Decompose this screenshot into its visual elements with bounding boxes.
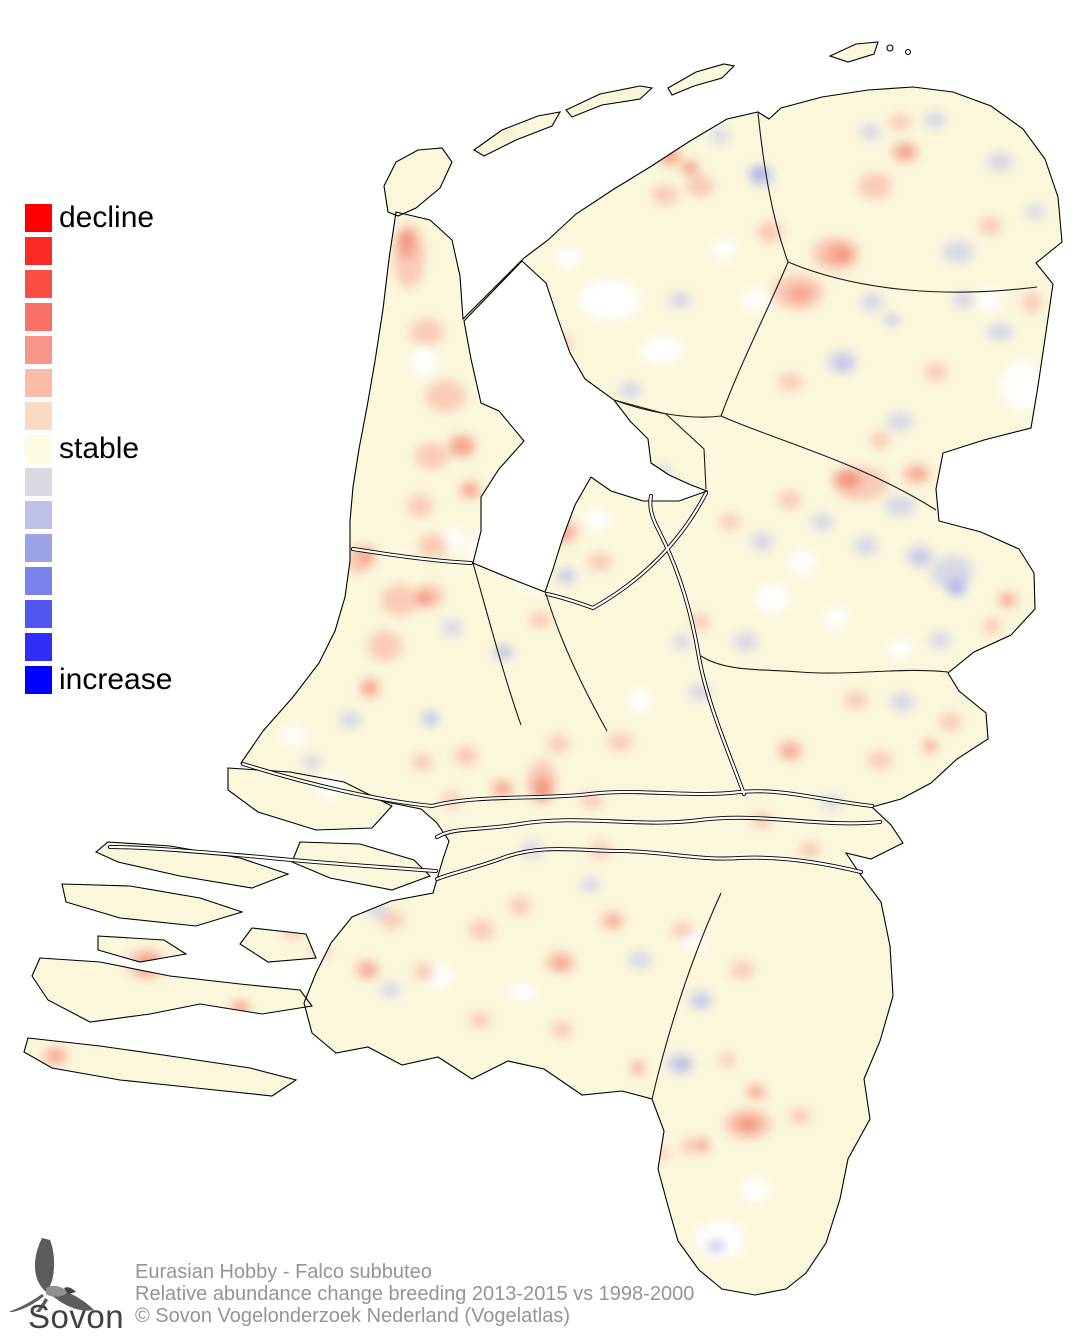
legend-swatch: [25, 600, 52, 628]
caption-copyright: © Sovon Vogelonderzoek Nederland (Vogela…: [135, 1305, 571, 1327]
sovon-logo-text: Sovon: [28, 1298, 125, 1335]
legend-label-decline: decline: [59, 201, 155, 234]
legend-swatch: [25, 336, 52, 364]
ijsselmeer-lake: [463, 260, 709, 593]
legend-swatch: [25, 204, 52, 232]
caption-species: Eurasian Hobby - Falco subbuteo: [135, 1261, 432, 1283]
legend-swatch: [25, 237, 52, 265]
legend-swatch: [25, 369, 52, 397]
legend-swatch: [25, 468, 52, 496]
caption: Eurasian Hobby - Falco subbuteo Relative…: [135, 1261, 694, 1327]
legend-label-stable: stable: [59, 432, 140, 465]
legend-swatch: [25, 501, 52, 529]
legend-swatch-column: [25, 204, 52, 694]
legend-swatch: [25, 270, 52, 298]
legend-swatch: [25, 534, 52, 562]
sovon-swallow-icon: [8, 1238, 94, 1312]
caption-subtitle: Relative abundance change breeding 2013-…: [135, 1283, 695, 1305]
legend-swatch: [25, 666, 52, 694]
legend-swatch: [25, 567, 52, 595]
legend-swatch: [25, 303, 52, 331]
legend-label-increase: increase: [59, 663, 173, 696]
province-borders: [472, 112, 1038, 1100]
legend-swatch: [25, 402, 52, 430]
legend-swatch: [25, 633, 52, 661]
legend-swatch: [25, 435, 52, 463]
map-legend: decline stable increase: [25, 201, 285, 696]
